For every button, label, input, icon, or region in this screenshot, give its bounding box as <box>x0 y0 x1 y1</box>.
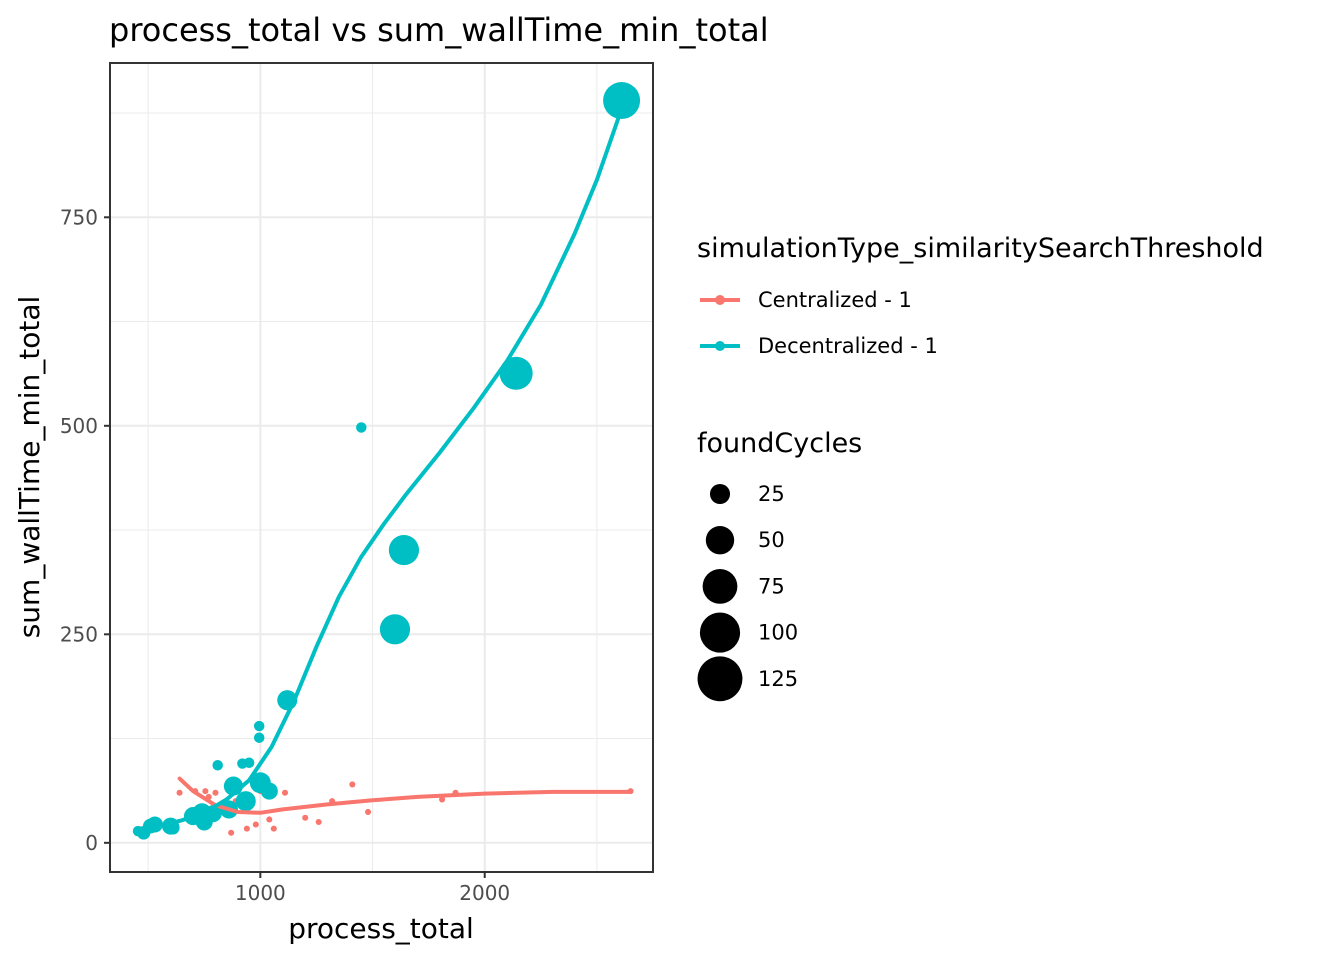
point-decentralized <box>243 757 255 768</box>
y-tick-label: 750 <box>60 205 98 229</box>
y-tick-label: 500 <box>60 414 98 438</box>
y-axis-title: sum_wallTime_min_total <box>13 296 46 639</box>
size-legend-dot <box>702 569 738 604</box>
legend-dot-decentralized <box>715 341 725 351</box>
plot-panel <box>110 63 653 872</box>
size-legend-dot <box>699 612 741 653</box>
point-decentralized <box>260 782 278 800</box>
size-legend-title: foundCycles <box>697 428 862 459</box>
size-legend-keys: 25 50 75 100 125 <box>697 482 798 702</box>
legend-key-decentralized: Decentralized - 1 <box>700 334 938 358</box>
point-centralized <box>302 814 309 821</box>
legend-label-decentralized: Decentralized - 1 <box>758 334 938 358</box>
point-centralized <box>315 818 322 825</box>
smooth-line-decentralized <box>136 106 624 834</box>
size-legend-label: 125 <box>758 667 798 691</box>
point-centralized <box>202 788 209 795</box>
chart-title: process_total vs sum_wallTime_min_total <box>109 11 769 49</box>
legend-label-centralized: Centralized - 1 <box>758 288 912 312</box>
point-centralized <box>349 781 356 788</box>
plot-border <box>109 62 654 873</box>
x-tick-label: 2000 <box>459 881 510 905</box>
point-centralized <box>365 808 372 815</box>
point-decentralized <box>212 760 223 771</box>
series-decentralized <box>132 82 641 840</box>
color-legend-title: simulationType_similaritySearchThreshold <box>697 233 1264 264</box>
point-centralized <box>281 789 289 796</box>
point-decentralized <box>603 82 641 120</box>
point-decentralized <box>379 614 411 645</box>
point-decentralized <box>356 422 367 433</box>
size-legend-label: 25 <box>758 482 785 506</box>
size-legend-dot <box>697 656 743 702</box>
point-centralized <box>270 825 277 832</box>
size-legend-label: 75 <box>758 574 785 598</box>
x-tick-label: 1000 <box>235 881 286 905</box>
size-legend-dot <box>705 526 735 555</box>
point-decentralized <box>388 534 420 566</box>
size-legend-dot <box>709 483 731 505</box>
legend: simulationType_similaritySearchThreshold… <box>697 233 1264 702</box>
y-tick-label: 0 <box>85 831 98 855</box>
x-axis-title: process_total <box>288 912 474 945</box>
point-centralized <box>176 789 183 796</box>
point-centralized <box>252 821 259 828</box>
point-centralized <box>243 825 250 832</box>
point-decentralized <box>235 791 256 812</box>
smooth-line-centralized <box>177 776 633 815</box>
point-centralized <box>212 789 219 796</box>
data-layer <box>132 82 641 840</box>
y-tick-label: 250 <box>60 622 98 646</box>
size-legend-label: 100 <box>758 621 798 645</box>
point-decentralized <box>499 356 533 390</box>
legend-dot-centralized <box>715 295 725 305</box>
size-legend-label: 50 <box>758 528 785 552</box>
point-centralized <box>266 816 273 823</box>
point-decentralized <box>253 720 265 732</box>
legend-key-centralized: Centralized - 1 <box>700 288 912 312</box>
point-centralized <box>228 829 235 836</box>
grid-lines <box>110 63 653 872</box>
axis-ticks: 1000 2000 0 250 500 750 <box>60 205 510 905</box>
point-centralized <box>439 796 446 803</box>
point-decentralized <box>253 732 265 743</box>
